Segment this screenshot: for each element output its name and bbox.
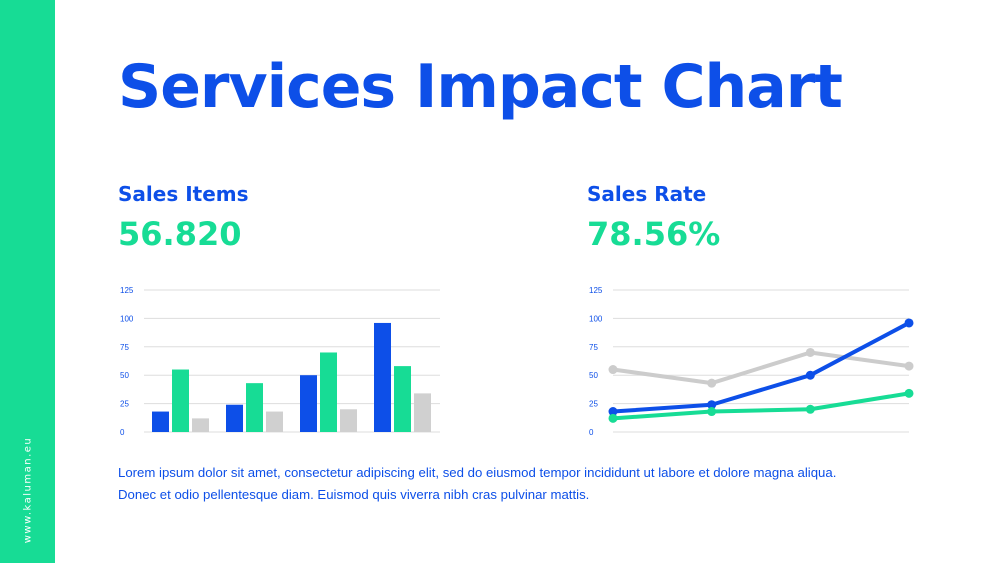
description-line-1: Lorem ipsum dolor sit amet, consectetur … — [118, 465, 837, 480]
series-line — [611, 391, 911, 421]
data-point — [805, 370, 815, 380]
bar-chart-y-tick-label: 75 — [120, 343, 129, 352]
bar — [414, 393, 431, 432]
data-point — [805, 404, 815, 414]
bar-chart-y-tick-label: 100 — [120, 314, 134, 323]
bar — [226, 404, 243, 432]
sales-items-value: 56.820 — [118, 215, 242, 253]
bar — [394, 366, 411, 432]
data-point — [608, 413, 618, 423]
data-point — [707, 378, 717, 388]
bar — [192, 418, 209, 432]
sidebar: www.kaluman.eu — [0, 0, 55, 563]
bar — [172, 369, 189, 432]
data-point — [707, 400, 717, 410]
bar — [152, 411, 169, 432]
data-point — [608, 407, 618, 417]
sidebar-website: www.kaluman.eu — [22, 436, 34, 544]
line-chart-y-tick-label: 125 — [589, 286, 603, 295]
sales-items-bar-chart: 0 25 50 75 100 125 — [120, 286, 440, 437]
sales-rate-line-chart: 0 25 50 75 100 125 — [589, 286, 914, 437]
line-chart-y-tick-label: 0 — [589, 428, 594, 437]
bar — [246, 383, 263, 432]
bar — [374, 322, 391, 432]
description: Lorem ipsum dolor sit amet, consectetur … — [118, 462, 938, 506]
line-chart-y-tick-label: 75 — [589, 343, 598, 352]
series-line — [611, 320, 911, 414]
bar-chart-y-tick-label: 0 — [120, 428, 125, 437]
line-chart-y-tick-label: 100 — [589, 314, 603, 323]
bar-chart-y-tick-label: 25 — [120, 400, 129, 409]
data-point — [904, 361, 914, 371]
data-point — [608, 365, 618, 375]
data-point — [805, 347, 815, 357]
data-point — [707, 407, 717, 417]
bar — [340, 409, 357, 432]
line-chart-y-tick-label: 50 — [589, 371, 598, 380]
slide-title: Services Impact Chart — [118, 52, 843, 122]
sales-rate-value: 78.56% — [587, 215, 721, 253]
bar-chart-y-tick-label: 50 — [120, 371, 129, 380]
bar — [300, 375, 317, 432]
description-line-2: Donec et odio pellentesque diam. Euismod… — [118, 487, 590, 502]
bar — [266, 411, 283, 432]
bar-chart-y-tick-label: 125 — [120, 286, 134, 295]
bar — [320, 352, 337, 432]
data-point — [904, 318, 914, 328]
sales-rate-label: Sales Rate — [587, 182, 707, 206]
series-line — [611, 350, 911, 386]
data-point — [904, 388, 914, 398]
line-chart-y-tick-label: 25 — [589, 400, 598, 409]
sales-items-label: Sales Items — [118, 182, 249, 206]
